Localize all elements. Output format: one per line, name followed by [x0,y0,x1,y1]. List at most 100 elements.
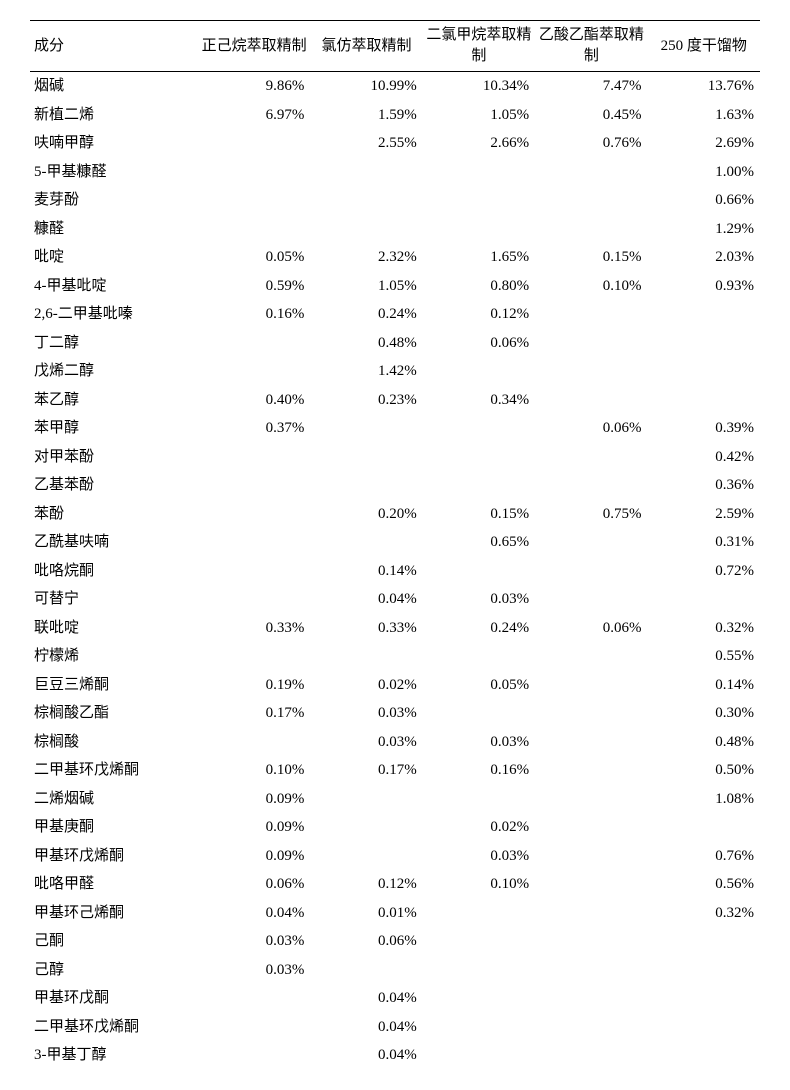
col-header-250distillate: 250 度干馏物 [648,21,760,72]
col-header-ingredient: 成分 [30,21,198,72]
value-cell: 1.05% [423,101,535,130]
value-cell: 0.32% [648,614,760,643]
value-cell: 0.14% [648,671,760,700]
table-row: 二甲基环戊烯酮0.10%0.17%0.16%0.50% [30,756,760,785]
value-cell [423,215,535,244]
value-cell: 0.09% [198,813,310,842]
table-row: 甲基环戊烯酮0.09%0.03%0.76% [30,842,760,871]
value-cell [310,158,422,187]
value-cell: 0.80% [423,272,535,301]
ingredient-name: 烟碱 [30,72,198,101]
value-cell [198,158,310,187]
value-cell [423,984,535,1013]
value-cell: 0.04% [310,585,422,614]
value-cell [535,158,647,187]
value-cell: 0.76% [648,842,760,871]
table-row: 联吡啶0.33%0.33%0.24%0.06%0.32% [30,614,760,643]
value-cell: 0.04% [310,984,422,1013]
ingredient-name: 巨豆三烯酮 [30,671,198,700]
value-cell [198,443,310,472]
ingredient-name: 戊烯二醇 [30,357,198,386]
value-cell: 0.12% [310,870,422,899]
value-cell [535,785,647,814]
value-cell: 0.50% [648,756,760,785]
table-row: 甲基庚酮0.09%0.02% [30,813,760,842]
value-cell [535,756,647,785]
ingredient-name: 糠醛 [30,215,198,244]
value-cell [535,357,647,386]
value-cell: 2.66% [423,129,535,158]
value-cell: 0.93% [648,272,760,301]
value-cell: 0.40% [198,386,310,415]
value-cell: 0.06% [535,614,647,643]
value-cell [198,1041,310,1070]
table-row: 对甲苯酚0.42% [30,443,760,472]
value-cell: 0.06% [310,927,422,956]
ingredient-name: 3-甲基丁醇 [30,1041,198,1070]
value-cell: 0.30% [648,699,760,728]
ingredient-name: 苯乙醇 [30,386,198,415]
ingredient-name: 苯酚 [30,500,198,529]
value-cell [423,414,535,443]
value-cell [423,956,535,985]
value-cell [535,215,647,244]
value-cell [198,186,310,215]
ingredient-name: 棕榈酸 [30,728,198,757]
value-cell [423,1013,535,1042]
ingredient-name: 棕榈酸乙酯 [30,699,198,728]
value-cell: 0.02% [310,671,422,700]
value-cell [535,1013,647,1042]
table-row: 柠檬烯0.55% [30,642,760,671]
ingredient-name: 甲基环己烯酮 [30,899,198,928]
value-cell [423,699,535,728]
value-cell: 0.34% [423,386,535,415]
value-cell: 0.03% [423,585,535,614]
ingredient-name: 联吡啶 [30,614,198,643]
ingredient-name: 2,6-二甲基吡嗪 [30,300,198,329]
value-cell: 0.16% [198,300,310,329]
table-row: 5-甲基糠醛1.00% [30,158,760,187]
value-cell [423,471,535,500]
value-cell [423,927,535,956]
value-cell: 0.33% [310,614,422,643]
ingredient-name: 甲基庚酮 [30,813,198,842]
value-cell [648,927,760,956]
value-cell: 1.59% [310,101,422,130]
value-cell [423,186,535,215]
value-cell: 1.00% [648,158,760,187]
value-cell: 0.03% [423,728,535,757]
value-cell: 0.65% [423,528,535,557]
value-cell: 0.48% [310,329,422,358]
table-row: 4-甲基吡啶0.59%1.05%0.80%0.10%0.93% [30,272,760,301]
ingredient-name: 新植二烯 [30,101,198,130]
value-cell [310,956,422,985]
col-header-hexane: 正己烷萃取精制 [198,21,310,72]
value-cell [310,471,422,500]
table-row: 苯甲醇0.37%0.06%0.39% [30,414,760,443]
value-cell: 2.55% [310,129,422,158]
table-row: 乙基苯酚0.36% [30,471,760,500]
table-row: 乙酰基呋喃0.65%0.31% [30,528,760,557]
value-cell: 0.01% [310,899,422,928]
value-cell [535,642,647,671]
value-cell: 0.14% [310,557,422,586]
value-cell: 0.04% [198,899,310,928]
ingredient-name: 可替宁 [30,585,198,614]
value-cell: 0.66% [648,186,760,215]
value-cell [310,215,422,244]
value-cell [535,386,647,415]
value-cell [648,1013,760,1042]
value-cell [535,728,647,757]
value-cell [310,813,422,842]
table-row: 吡咯烷酮0.14%0.72% [30,557,760,586]
value-cell [198,129,310,158]
value-cell [198,557,310,586]
table-row: 吡啶0.05%2.32%1.65%0.15%2.03% [30,243,760,272]
value-cell [423,1041,535,1070]
table-row: 苯酚0.20%0.15%0.75%2.59% [30,500,760,529]
value-cell [535,699,647,728]
value-cell: 0.24% [310,300,422,329]
value-cell: 0.20% [310,500,422,529]
table-row: 二烯烟碱0.09%1.08% [30,785,760,814]
value-cell: 0.36% [648,471,760,500]
